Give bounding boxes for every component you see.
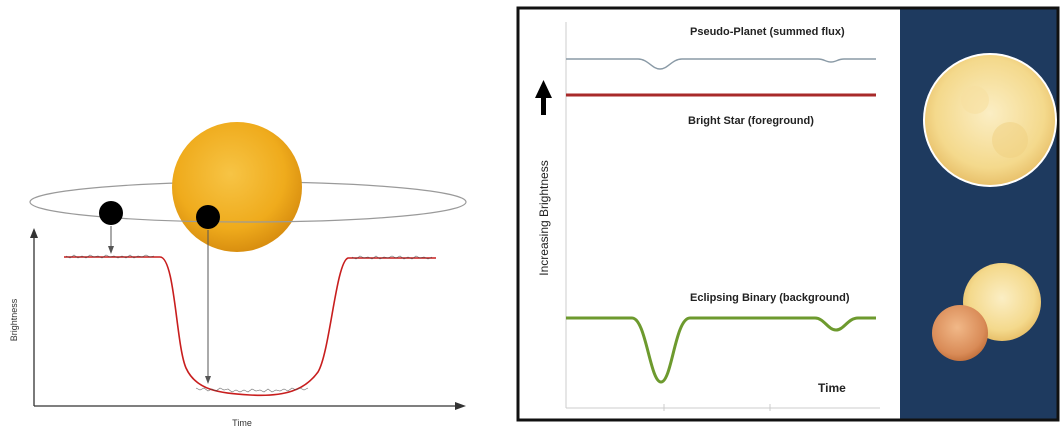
pointer-arrowhead-out-of-transit <box>108 246 114 254</box>
planet-in-transit <box>196 205 220 229</box>
binary-star-small <box>932 305 988 361</box>
y-axis-arrowhead <box>30 228 38 238</box>
pointer-arrowhead-in-transit <box>205 376 211 384</box>
brightness-arrow-shaft <box>541 97 546 115</box>
bright-star-texture <box>961 86 989 114</box>
transit-light-curve <box>64 256 436 397</box>
brightness-axis-label: Brightness <box>9 298 19 341</box>
increasing-brightness-label: Increasing Brightness <box>537 160 551 275</box>
time-axis-label: Time <box>232 418 252 428</box>
pseudo-planet-curve <box>566 58 876 70</box>
bright-star-texture <box>992 122 1028 158</box>
star <box>172 122 302 252</box>
eclipsing-binary-curve <box>566 316 876 384</box>
time-label: Time <box>818 381 846 395</box>
transit-light-curve-diagram: Brightness Time <box>9 122 467 428</box>
eclipsing-binary-label: Eclipsing Binary (background) <box>690 292 850 304</box>
x-axis-arrowhead <box>455 402 466 410</box>
bright-star-image <box>923 53 1057 187</box>
pseudo-planet-label: Pseudo-Planet (summed flux) <box>690 26 845 38</box>
bright-star-label: Bright Star (foreground) <box>688 115 814 127</box>
brightness-arrow-head <box>535 80 552 98</box>
light-curve-noise <box>65 254 433 393</box>
planet-out-of-transit <box>99 201 123 225</box>
orbit-front <box>29 201 467 223</box>
false-positive-diagram: Increasing Brightness Pseudo-Planet (sum… <box>516 6 1060 422</box>
